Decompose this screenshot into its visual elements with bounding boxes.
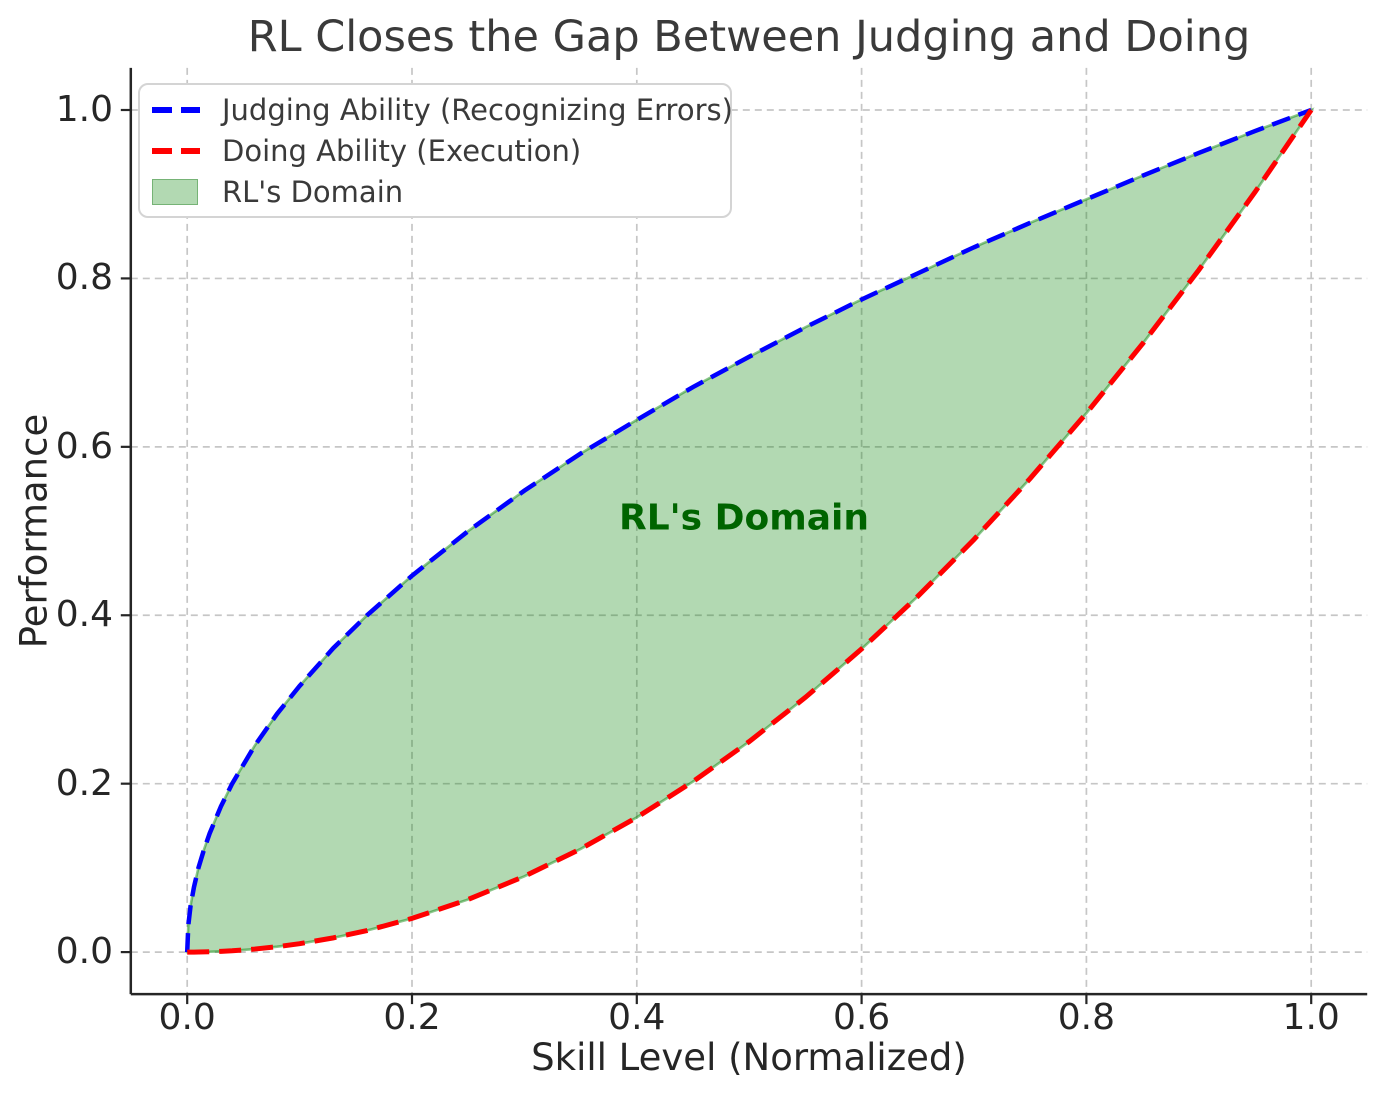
x-tick-label: 0.8	[1057, 997, 1116, 1038]
x-axis-label: Skill Level (Normalized)	[531, 1036, 967, 1079]
y-axis-label: Performance	[12, 413, 56, 649]
green-patch-swatch-icon	[152, 178, 198, 205]
chart-title: RL Closes the Gap Between Judging and Do…	[247, 12, 1251, 62]
legend-label-rls-domain: RL's Domain	[222, 174, 404, 209]
y-tick-label: 0.8	[55, 257, 113, 299]
x-tick-label: 0.0	[158, 997, 216, 1038]
red-dashed-line-swatch-icon	[152, 147, 200, 154]
legend-item-doing: Doing Ability (Execution)	[152, 134, 718, 168]
blue-dashed-line-swatch-icon	[152, 106, 200, 113]
x-tick-label: 0.4	[608, 997, 666, 1038]
y-tick-label: 0.4	[55, 594, 113, 636]
legend-swatch-wrap	[152, 106, 200, 113]
x-tick-label: 0.2	[383, 997, 441, 1038]
doing-ability-curve	[187, 108, 1314, 955]
x-tick-label: 0.6	[832, 997, 891, 1038]
y-tick-label: 0.2	[55, 762, 113, 804]
judging-ability-curve	[184, 107, 1312, 953]
legend-swatch-wrap	[152, 178, 200, 205]
legend-label-judging: Judging Ability (Recognizing Errors)	[222, 92, 733, 127]
legend-label-doing: Doing Ability (Execution)	[222, 133, 582, 168]
x-tick-label: 1.0	[1282, 997, 1340, 1038]
legend: Judging Ability (Recognizing Errors) Doi…	[138, 83, 733, 218]
rls-domain-annotation: RL's Domain	[618, 497, 870, 539]
y-tick-label: 0.6	[55, 425, 113, 467]
legend-item-judging: Judging Ability (Recognizing Errors)	[152, 93, 733, 127]
y-tick-label: 0.0	[55, 931, 113, 973]
legend-swatch-wrap	[152, 147, 200, 154]
legend-item-rls-domain: RL's Domain	[152, 175, 718, 209]
y-tick-label: 1.0	[55, 89, 113, 130]
